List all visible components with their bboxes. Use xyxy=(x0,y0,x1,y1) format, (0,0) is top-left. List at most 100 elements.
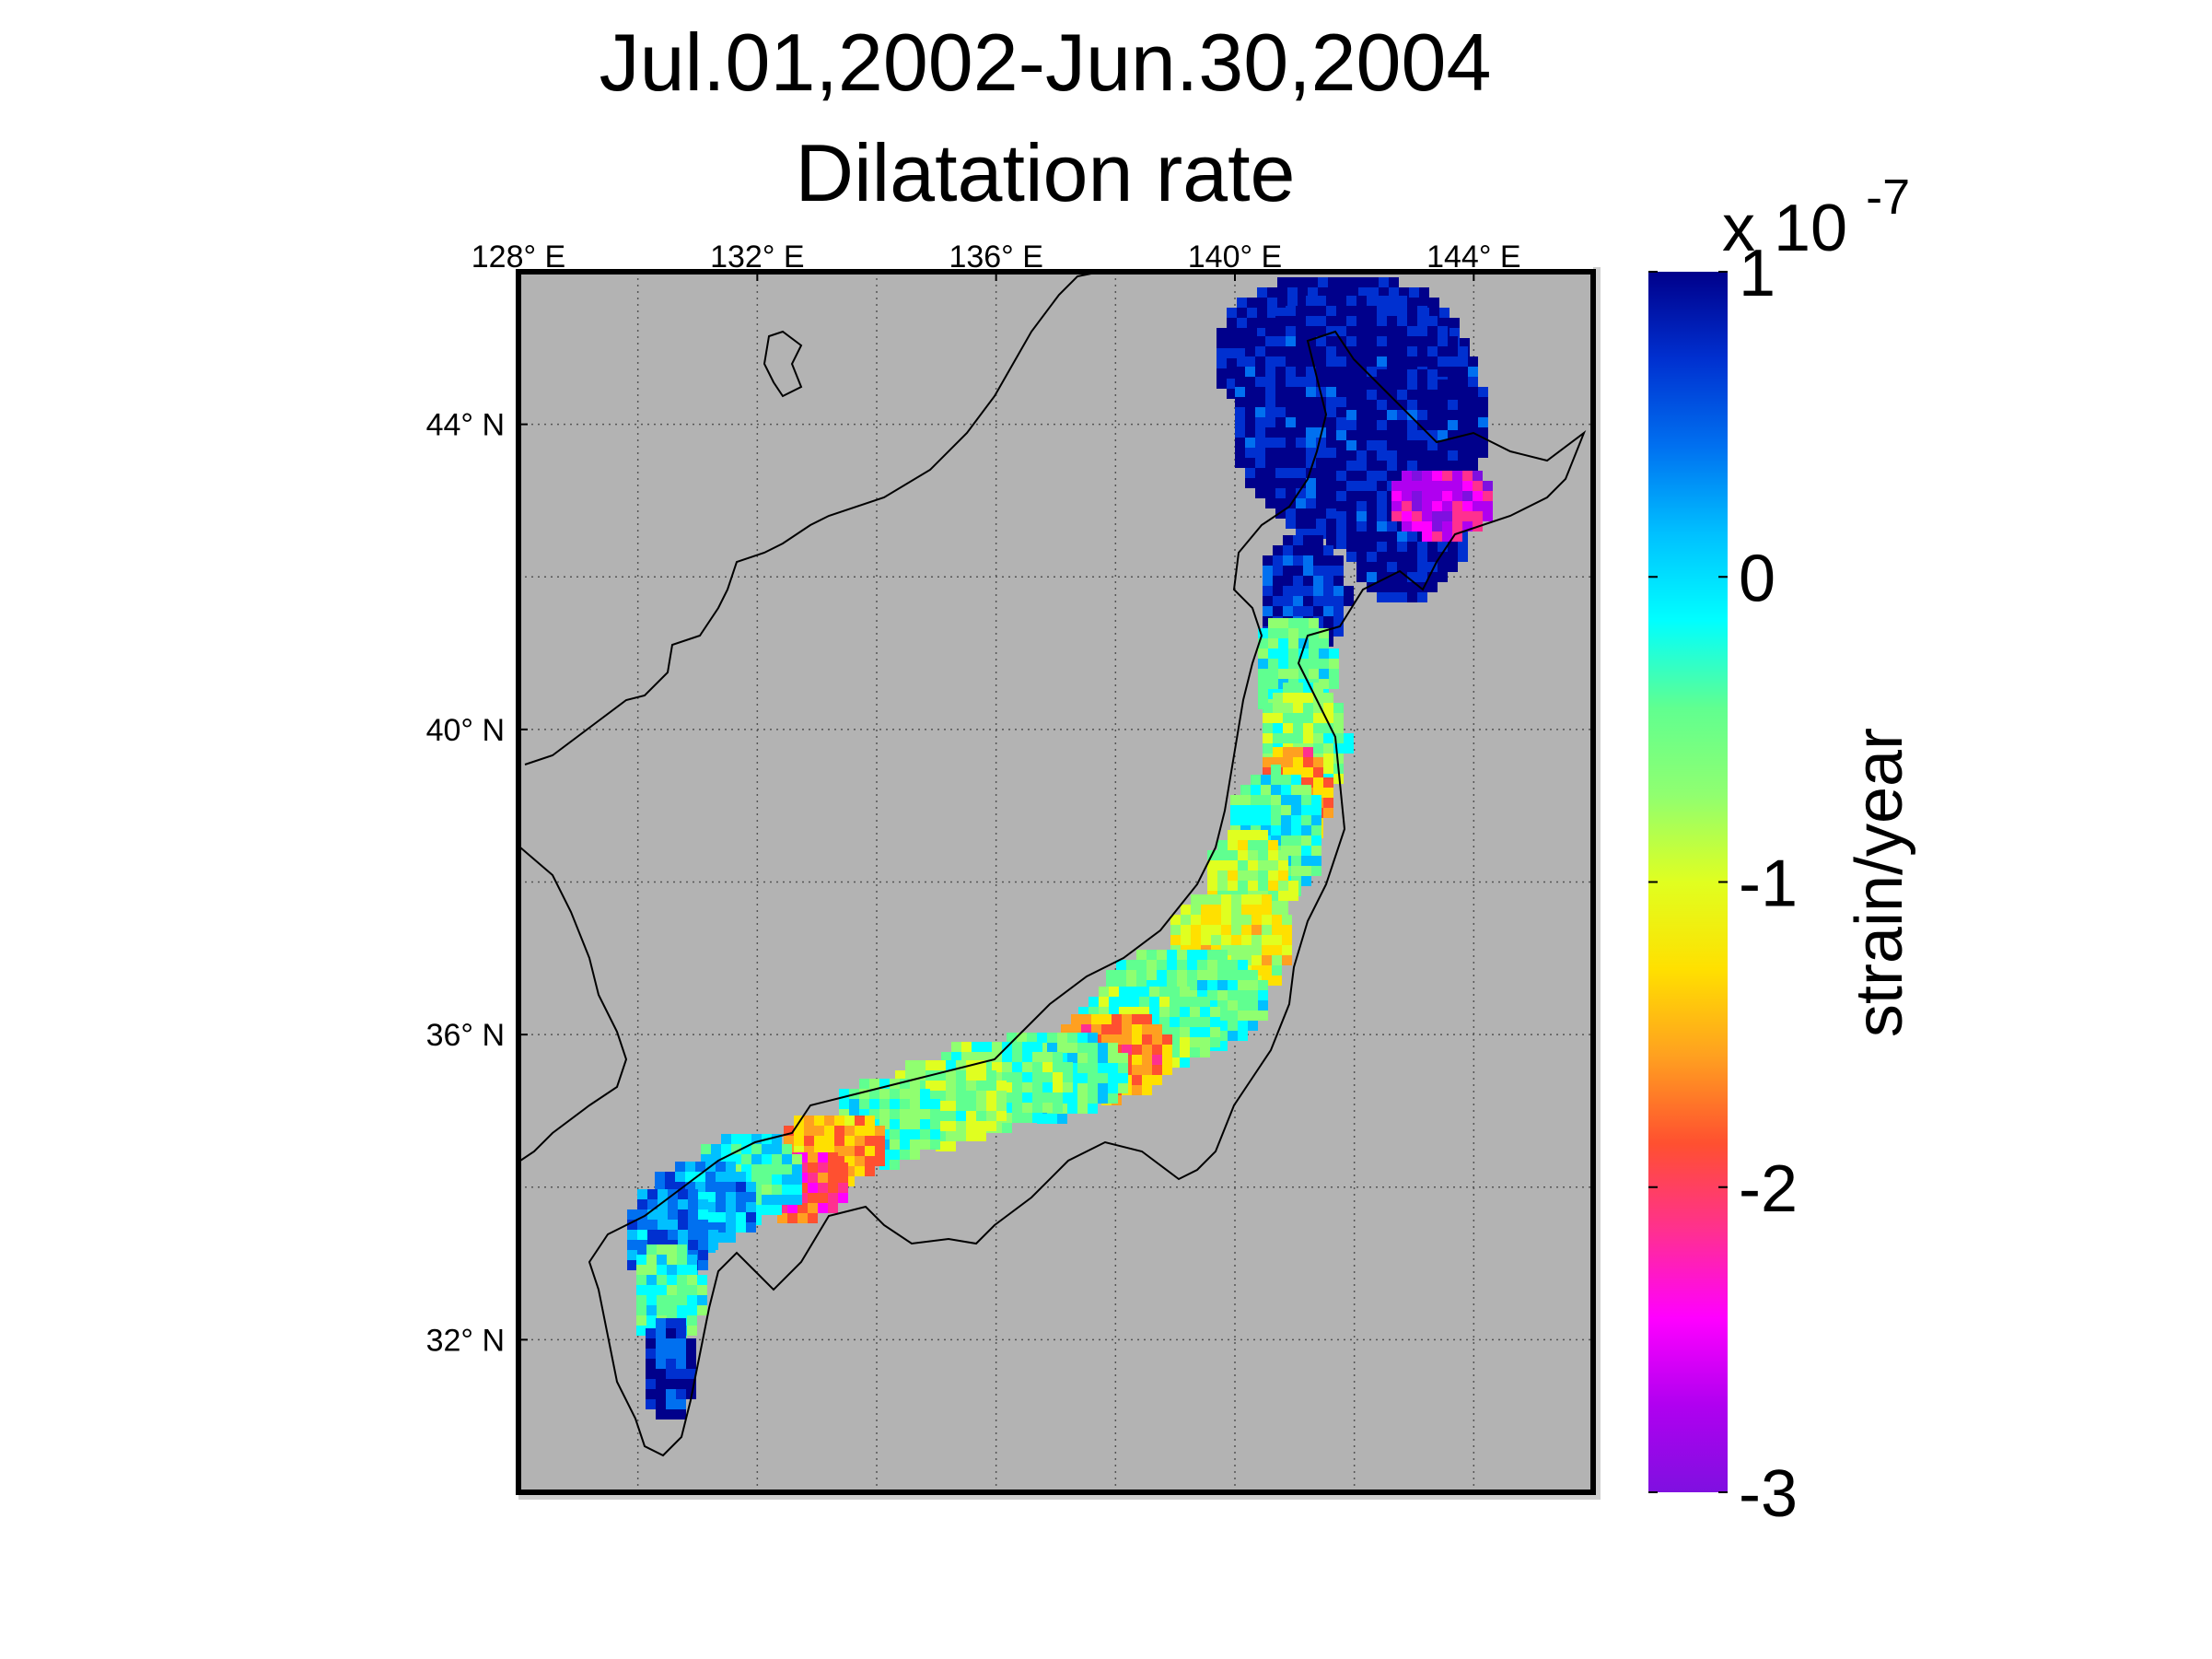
strain-cell xyxy=(1142,1055,1152,1065)
strain-cell xyxy=(1200,1017,1210,1027)
strain-cell xyxy=(1346,501,1356,511)
strain-cell xyxy=(1427,420,1438,430)
strain-cell xyxy=(1377,542,1387,552)
strain-cell xyxy=(1245,468,1255,478)
strain-cell xyxy=(1281,825,1291,835)
strain-cell xyxy=(1323,616,1333,626)
strain-cell xyxy=(665,1172,675,1182)
strain-cell xyxy=(1391,501,1402,511)
strain-cell xyxy=(961,1052,972,1062)
strain-cell xyxy=(1346,440,1356,450)
strain-cell xyxy=(1099,997,1109,1007)
strain-cell xyxy=(1252,935,1262,945)
strain-cell xyxy=(1301,805,1311,815)
strain-cell xyxy=(697,1295,707,1305)
lat-tick-label: 36° N xyxy=(426,1018,505,1053)
strain-cell xyxy=(1263,596,1273,606)
strain-cell xyxy=(1237,338,1247,348)
strain-cell xyxy=(1432,491,1442,501)
strain-cell xyxy=(1356,296,1367,306)
strain-cell xyxy=(676,1318,686,1328)
strain-cell xyxy=(956,1070,966,1081)
strain-cell xyxy=(1427,380,1438,390)
strain-cell xyxy=(688,1230,698,1240)
strain-cell xyxy=(1248,830,1258,840)
strain-cell xyxy=(1245,377,1255,387)
strain-cell xyxy=(859,1109,869,1119)
strain-cell xyxy=(1200,1027,1210,1037)
strain-cell xyxy=(698,1209,708,1220)
strain-cell xyxy=(666,1399,676,1409)
strain-cell xyxy=(1293,535,1303,545)
strain-cell xyxy=(1407,400,1417,410)
strain-cell xyxy=(1142,1085,1152,1095)
strain-cell xyxy=(1187,960,1197,970)
strain-cell xyxy=(666,1369,676,1379)
strain-cell xyxy=(698,1230,708,1240)
strain-cell xyxy=(1326,387,1336,397)
strain-cell xyxy=(1177,950,1187,960)
strain-cell xyxy=(1042,1082,1053,1092)
strain-cell xyxy=(1228,830,1238,840)
strain-cell xyxy=(1306,438,1316,448)
strain-cell xyxy=(1283,767,1293,777)
strain-cell xyxy=(1422,471,1432,481)
strain-cell xyxy=(1217,850,1228,860)
strain-cell xyxy=(1323,566,1333,576)
strain-cell xyxy=(946,1141,956,1151)
strain-cell xyxy=(1283,576,1293,586)
strain-cell xyxy=(1391,481,1402,491)
strain-cell xyxy=(1281,785,1291,795)
strain-cell xyxy=(1293,683,1303,693)
strain-cell xyxy=(1319,648,1329,659)
strain-cell xyxy=(1448,440,1458,450)
map-subtitle: Dilatation rate xyxy=(795,127,1296,218)
strain-cell xyxy=(956,1111,966,1121)
strain-cell xyxy=(1275,498,1286,508)
strain-cell xyxy=(1367,542,1377,552)
strain-cell xyxy=(1483,511,1493,521)
strain-cell xyxy=(1112,1034,1122,1045)
strain-cell xyxy=(1323,808,1333,818)
strain-cell xyxy=(797,1162,808,1173)
strain-cell xyxy=(1273,606,1283,616)
strain-cell xyxy=(1228,1000,1238,1011)
strain-cell xyxy=(1112,1024,1122,1034)
strain-cell xyxy=(1071,1024,1081,1034)
strain-cell xyxy=(1336,316,1346,326)
strain-cell xyxy=(1262,955,1272,965)
strain-cell xyxy=(1417,326,1427,336)
strain-cell xyxy=(1200,997,1210,1007)
strain-cell xyxy=(1190,1027,1200,1037)
strain-cell xyxy=(1301,846,1311,856)
strain-cell xyxy=(1303,723,1313,733)
strain-cell xyxy=(1387,410,1397,420)
strain-cell xyxy=(1336,491,1346,501)
strain-cell xyxy=(1296,458,1306,468)
strain-cell xyxy=(1377,481,1387,491)
strain-cell xyxy=(1377,440,1387,450)
strain-cell xyxy=(1136,970,1147,980)
strain-cell xyxy=(1291,785,1301,795)
strain-cell xyxy=(926,1091,936,1101)
strain-cell xyxy=(1032,1062,1042,1072)
strain-cell xyxy=(1032,1072,1042,1082)
strain-cell xyxy=(1190,1037,1200,1047)
strain-cell xyxy=(1217,368,1227,379)
strain-cell xyxy=(1367,410,1377,420)
strain-cell xyxy=(1245,427,1255,438)
strain-cell xyxy=(1252,925,1262,935)
strain-cell xyxy=(1077,1043,1088,1053)
strain-cell xyxy=(1356,532,1367,542)
strain-cell xyxy=(656,1399,666,1409)
strain-cell xyxy=(1306,306,1316,316)
strain-cell xyxy=(1336,407,1346,417)
strain-cell xyxy=(1323,754,1333,764)
strain-cell xyxy=(1273,757,1283,767)
strain-cell xyxy=(1336,387,1346,397)
strain-cell xyxy=(1231,894,1241,905)
strain-cell xyxy=(716,1212,726,1222)
strain-cell xyxy=(1377,501,1387,511)
strain-cell xyxy=(697,1285,707,1295)
strain-cell xyxy=(1387,532,1397,542)
